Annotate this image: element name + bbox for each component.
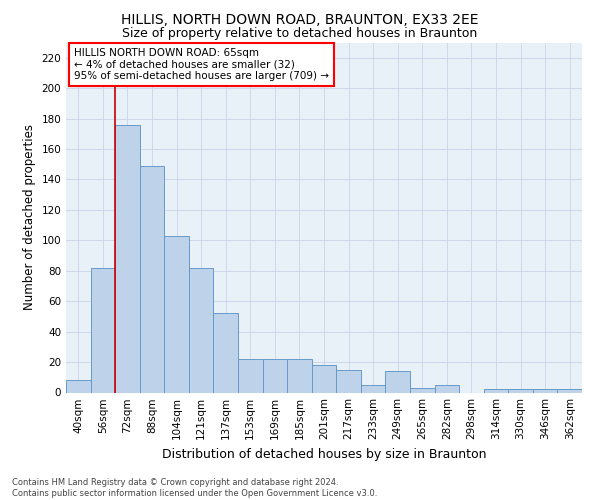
Bar [410,388,434,392]
Bar [263,359,287,392]
Text: HILLIS, NORTH DOWN ROAD, BRAUNTON, EX33 2EE: HILLIS, NORTH DOWN ROAD, BRAUNTON, EX33 … [121,12,479,26]
Y-axis label: Number of detached properties: Number of detached properties [23,124,36,310]
Bar [164,236,189,392]
Bar [312,365,336,392]
Bar [508,390,533,392]
Bar [140,166,164,392]
X-axis label: Distribution of detached houses by size in Braunton: Distribution of detached houses by size … [162,448,486,461]
Bar [434,385,459,392]
Bar [336,370,361,392]
Bar [189,268,214,392]
Text: Size of property relative to detached houses in Braunton: Size of property relative to detached ho… [122,28,478,40]
Text: Contains HM Land Registry data © Crown copyright and database right 2024.
Contai: Contains HM Land Registry data © Crown c… [12,478,377,498]
Bar [66,380,91,392]
Bar [287,359,312,392]
Bar [214,314,238,392]
Bar [91,268,115,392]
Bar [557,390,582,392]
Bar [385,371,410,392]
Bar [361,385,385,392]
Bar [238,359,263,392]
Bar [115,124,140,392]
Text: HILLIS NORTH DOWN ROAD: 65sqm
← 4% of detached houses are smaller (32)
95% of se: HILLIS NORTH DOWN ROAD: 65sqm ← 4% of de… [74,48,329,81]
Bar [533,390,557,392]
Bar [484,390,508,392]
